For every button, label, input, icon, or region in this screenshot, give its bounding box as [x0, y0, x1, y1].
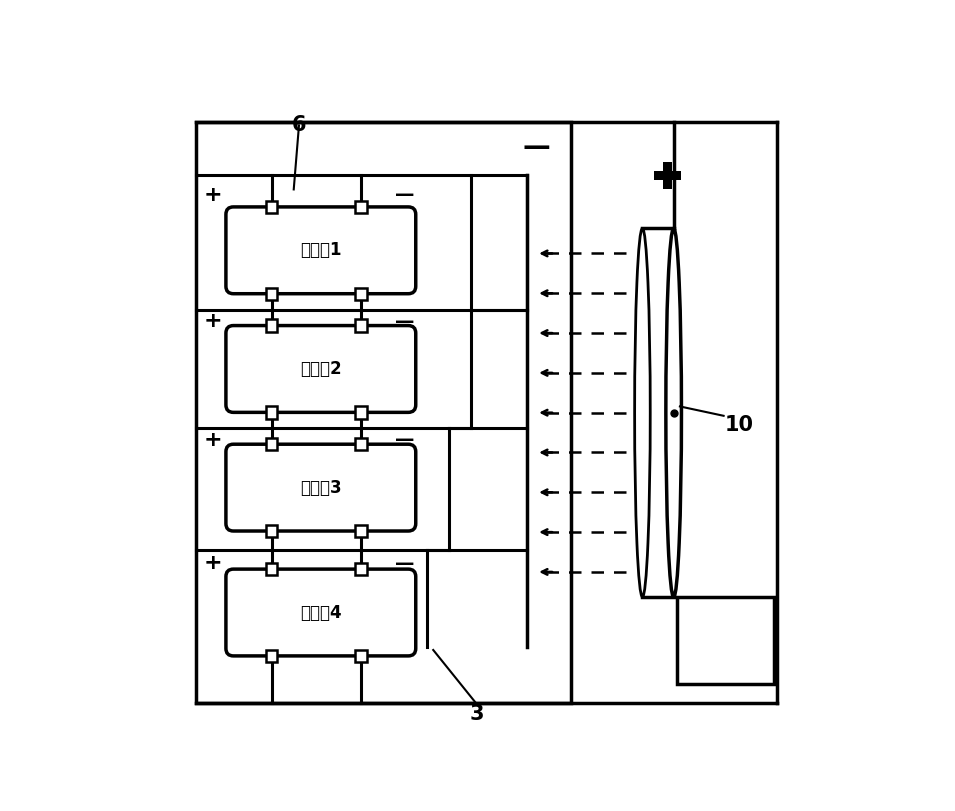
Text: +: + [203, 430, 223, 450]
Text: 10: 10 [725, 415, 753, 436]
Text: 3: 3 [470, 704, 484, 723]
FancyBboxPatch shape [226, 325, 415, 412]
FancyBboxPatch shape [226, 207, 415, 294]
Text: 整流器3: 整流器3 [300, 478, 342, 496]
Text: 整流器1: 整流器1 [300, 242, 342, 260]
Bar [266, 201, 278, 213]
Bar [355, 650, 367, 662]
Bar [266, 525, 278, 537]
Text: 整流器4: 整流器4 [300, 603, 342, 621]
Bar [266, 650, 278, 662]
Ellipse shape [666, 229, 682, 597]
Bar [355, 288, 367, 300]
Bar [653, 171, 681, 180]
FancyBboxPatch shape [226, 444, 415, 531]
Bar [355, 320, 367, 332]
Text: 6: 6 [291, 115, 307, 135]
Bar [196, 122, 571, 703]
Bar [355, 525, 367, 537]
Bar [266, 320, 278, 332]
Bar [355, 406, 367, 418]
FancyBboxPatch shape [226, 569, 415, 656]
Text: +: + [203, 185, 223, 205]
Bar [355, 563, 367, 575]
Text: +: + [203, 553, 223, 573]
Bar [663, 161, 671, 189]
Text: 整流器2: 整流器2 [300, 360, 342, 378]
Bar [266, 406, 278, 418]
Text: +: + [203, 311, 223, 332]
Text: —: — [395, 554, 414, 573]
Text: —: — [395, 312, 414, 331]
Bar [266, 438, 278, 450]
Text: —: — [395, 186, 414, 204]
Text: —: — [522, 133, 550, 161]
Bar [266, 563, 278, 575]
Bar [355, 201, 367, 213]
Ellipse shape [635, 229, 650, 597]
Bar [266, 288, 278, 300]
Bar [355, 438, 367, 450]
Text: —: — [395, 431, 414, 449]
Bar [677, 597, 774, 684]
